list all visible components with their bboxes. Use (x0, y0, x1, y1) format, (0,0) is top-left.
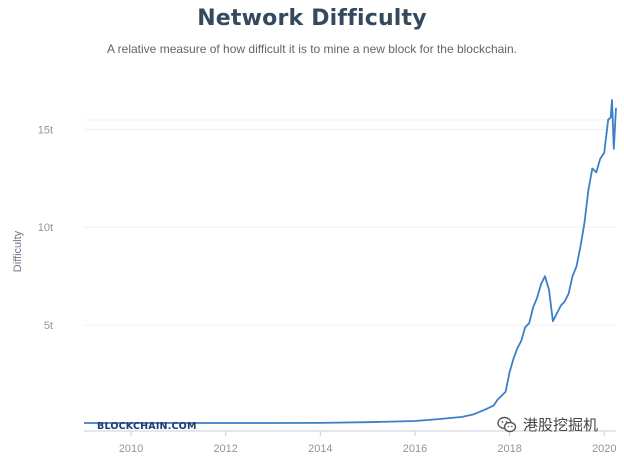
chart-title: Network Difficulty (197, 6, 427, 31)
series-layer (84, 99, 617, 424)
account-watermark: 港股挖掘机 (497, 414, 598, 435)
x-axis: 2010 2012 2014 2016 2018 2020 (84, 430, 616, 455)
x-tick-label: 2012 (213, 443, 237, 455)
y-tick-label: 5t (44, 320, 53, 332)
x-tick-label: 2014 (308, 443, 332, 455)
y-axis-title: Difficulty (12, 230, 24, 272)
x-tick-label: 2010 (119, 443, 143, 455)
y-tick-label: 15t (38, 124, 53, 136)
x-tick-label: 2016 (403, 443, 427, 455)
chart-subtitle: A relative measure of how difficult it i… (107, 42, 517, 56)
blockchain-watermark: BLOCKCHAIN.COM (97, 421, 197, 432)
difficulty-series-line (84, 99, 617, 424)
y-tick-label: 10t (38, 222, 53, 234)
wechat-icon (497, 416, 517, 432)
x-tick-label: 2020 (592, 443, 616, 455)
grid (84, 119, 616, 326)
y-axis: 5t 10t 15t (38, 124, 53, 332)
x-tick-label: 2018 (497, 443, 521, 455)
account-name: 港股挖掘机 (523, 416, 599, 434)
